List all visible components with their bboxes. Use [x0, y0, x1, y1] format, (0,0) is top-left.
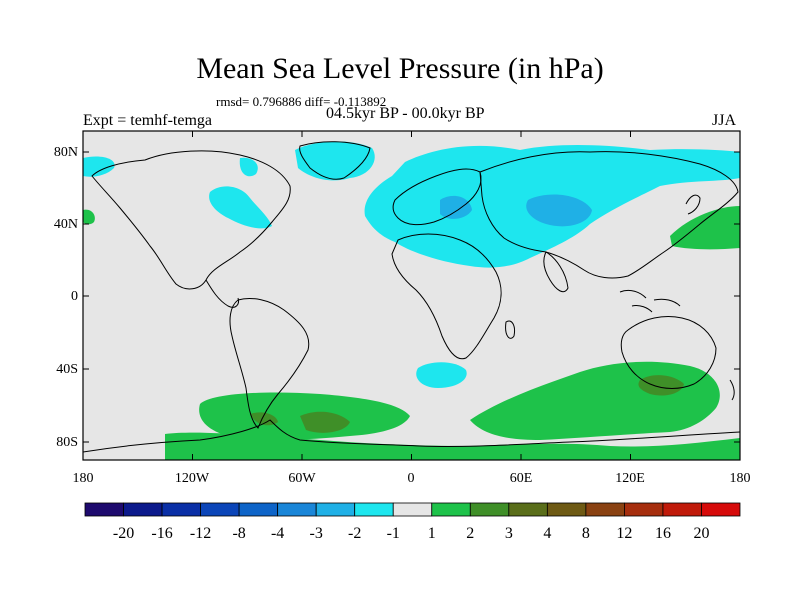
coast-north-america: [91, 150, 291, 290]
axis-ticks: [82, 131, 741, 460]
colorbar-label: -16: [151, 525, 172, 542]
anomaly-core-weddell: [300, 411, 350, 433]
coast-asia: [479, 151, 739, 279]
longitude-labels: 180 120W 60W 0 60E 120E 180: [73, 471, 751, 486]
colorbar-label: -12: [190, 525, 211, 542]
anomaly-core-australia-south: [638, 375, 684, 396]
coast-madagascar: [505, 320, 515, 339]
colorbar-label: -2: [348, 525, 361, 542]
colorbar-label: -1: [387, 525, 400, 542]
pressure-field: [83, 141, 740, 460]
colorbar-label: 4: [543, 525, 551, 542]
colorbar-box: [161, 502, 201, 517]
coast-new-zealand: [729, 379, 735, 401]
colorbar-label: 20: [693, 525, 709, 542]
colorbar-box: [701, 502, 741, 517]
colorbar-box: [392, 502, 433, 517]
anomaly-core-drake: [250, 412, 278, 426]
colorbar-label: 3: [505, 525, 513, 542]
colorbar-box: [238, 502, 279, 517]
colorbar-label: 1: [428, 525, 436, 542]
colorbar-labels: -20 -16 -12 -8 -4 -3 -2 -1 1 2 3 4 8 12 16 20: [113, 525, 710, 542]
anomaly-patch-greenland: [295, 141, 375, 181]
season-label: JJA: [712, 112, 737, 129]
coastlines: [83, 141, 740, 453]
stats-text: rmsd= 0.796886 diff= -0.113892: [216, 94, 387, 109]
lon-label: 180: [73, 471, 94, 486]
colorbar-box: [84, 502, 124, 517]
lon-label: 120W: [175, 471, 210, 486]
colorbar-label: 12: [616, 525, 632, 542]
lon-label: 60E: [510, 471, 533, 486]
coast-south-america: [229, 297, 310, 429]
coast-central-america: [205, 279, 239, 308]
latitude-labels: 80N 40N 0 40S 80S: [54, 145, 78, 450]
colorbar-box: [431, 502, 471, 517]
coast-australia: [620, 316, 717, 389]
colorbar-label: -4: [271, 525, 284, 542]
colorbar-box: [624, 502, 664, 517]
anomaly-patch-west-edge: [83, 209, 95, 225]
lat-label: 80S: [56, 435, 78, 450]
colorbar-box: [277, 502, 317, 517]
anomaly-patch-hudson: [239, 157, 258, 177]
coast-japan: [685, 194, 701, 215]
colorbar-box: [123, 502, 163, 517]
colorbar-label: 2: [466, 525, 474, 542]
anomaly-patch-north-pacific: [670, 206, 740, 250]
lon-label: 60W: [288, 471, 316, 486]
coast-india: [543, 251, 569, 293]
anomaly-core-europe: [440, 195, 472, 219]
coast-maritime: [619, 289, 681, 313]
colorbar-label: -8: [232, 525, 245, 542]
colorbar-box: [662, 502, 702, 517]
lon-label: 180: [730, 471, 751, 486]
colorbar-label: 16: [655, 525, 671, 542]
colorbar-box: [469, 502, 510, 517]
map-title: Mean Sea Level Pressure (in hPa): [196, 52, 604, 85]
coast-europe: [392, 168, 482, 226]
lat-label: 0: [71, 289, 78, 304]
colorbar-box: [508, 502, 548, 517]
lat-label: 40S: [56, 362, 78, 377]
anomaly-core-asia: [526, 194, 592, 227]
colorbar-box: [200, 502, 240, 517]
anomaly-patch-south-atlantic: [416, 362, 467, 388]
coast-greenland: [299, 141, 371, 180]
colorbar-label: 8: [582, 525, 590, 542]
lon-label: 0: [408, 471, 415, 486]
colorbar-box: [546, 502, 587, 517]
lat-label: 40N: [54, 217, 78, 232]
colorbar-box: [354, 502, 394, 517]
lon-label: 120E: [615, 471, 645, 486]
period-label: 04.5kyr BP - 00.0kyr BP: [326, 105, 485, 122]
coast-antarctica: [83, 419, 740, 453]
colorbar: [84, 502, 741, 517]
lat-label: 80N: [54, 145, 78, 160]
coast-africa: [391, 233, 502, 360]
colorbar-label: -3: [310, 525, 323, 542]
colorbar-label: -20: [113, 525, 134, 542]
colorbar-box: [585, 502, 625, 517]
colorbar-box: [315, 502, 356, 517]
experiment-label: Expt = temhf-temga: [83, 112, 212, 129]
anomaly-patch-canada: [209, 186, 272, 229]
anomaly-patch-arctic-west: [83, 156, 115, 177]
